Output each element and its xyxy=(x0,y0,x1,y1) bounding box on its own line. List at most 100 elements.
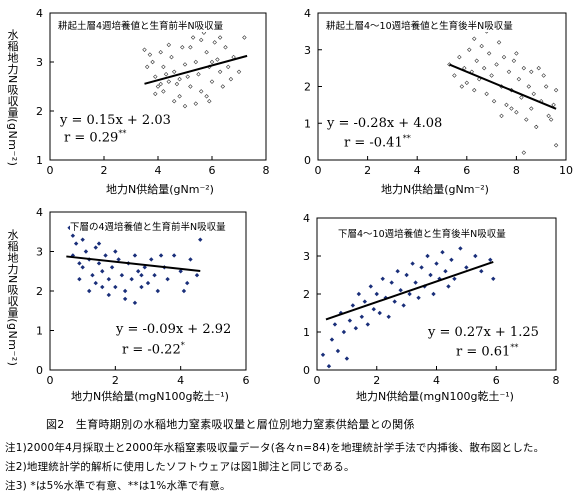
panel-2-data-point xyxy=(459,84,465,89)
panel-4-title: 下層4～10週培養値と生育後半N吸収量 xyxy=(338,226,506,240)
panel-4-x-tick-label: 2 xyxy=(373,374,380,387)
y-axis-label-top-wrap: 水稲地力N吸収量(gNm⁻²) xyxy=(4,28,20,168)
panel-3-x-tick-label: 6 xyxy=(243,374,250,387)
panel-2-data-point xyxy=(541,73,546,78)
panel-2-y-tick-label: 4 xyxy=(304,7,311,20)
panel-1-data-point xyxy=(198,89,204,94)
figure-caption: 図2 生育時期別の水稲地力窒素吸収量と層位別地力窒素供給量との関係 xyxy=(46,418,415,431)
panel-1-data-point xyxy=(188,84,193,89)
panel-4-data-point xyxy=(374,291,379,297)
panel-2-trend-line xyxy=(449,63,557,110)
panel-3-equation: y = -0.09x + 2.92 xyxy=(116,322,232,337)
panel-4-data-point xyxy=(329,337,335,342)
panel-4-data-point xyxy=(350,303,356,308)
panel-1-data-point xyxy=(158,81,163,87)
panel-2-data-point xyxy=(452,73,457,78)
panel-3-data-point xyxy=(185,280,190,286)
panel-1-data-point xyxy=(236,69,242,75)
panel-1-data-point xyxy=(180,45,185,50)
panel-2-y-tick-label: 0 xyxy=(304,154,311,167)
panel-2-data-point xyxy=(499,113,504,119)
panel-4-x-axis-label: 地力N供給量(mgN100g乾土⁻¹) xyxy=(356,390,514,403)
panel-1-data-point xyxy=(196,72,201,77)
panel-2-data-point xyxy=(447,62,452,67)
panel-3-data-point xyxy=(181,288,187,294)
panel-1-data-point xyxy=(177,94,182,99)
panel-3-data-point xyxy=(198,237,203,242)
panel-3-data-point xyxy=(132,300,138,306)
panel-4-data-point xyxy=(401,303,406,308)
panel-4-y-tick-label: 4 xyxy=(303,212,310,225)
panel-3-x-tick-label: 0 xyxy=(47,374,54,387)
panel-2-data-point xyxy=(521,65,527,71)
panel-2-data-point xyxy=(536,65,541,71)
panel-1-r-significance: ** xyxy=(118,129,127,138)
panel-2-data-point xyxy=(529,69,534,75)
panel-1-data-point xyxy=(182,62,188,67)
panel-1-data-point xyxy=(204,94,209,99)
panel-4-data-point xyxy=(416,295,421,301)
y-axis-label-bottom: 水稲地力N吸収量(gNm⁻²) xyxy=(6,229,19,367)
panel-3-data-point xyxy=(155,288,160,294)
panel-1-data-point xyxy=(153,91,158,97)
panel-2-data-point xyxy=(548,117,554,122)
panel-3-data-point xyxy=(96,261,102,266)
panel-4-y-tick-label: 3 xyxy=(303,250,310,263)
panel-2-data-point xyxy=(472,87,477,93)
panel-1-y-tick-label: 1 xyxy=(36,154,43,167)
panel-1-trend-line xyxy=(144,54,248,85)
panel-3-data-point xyxy=(178,269,183,274)
panel-4-data-point xyxy=(488,257,493,263)
panel-4-data-point xyxy=(326,364,332,369)
panel-1-y-tick-label: 3 xyxy=(36,56,43,69)
panel-4-data-point xyxy=(413,280,418,285)
panel-2-data-point xyxy=(464,80,470,86)
panel-4-data-point xyxy=(359,314,365,320)
panel-1-data-point xyxy=(158,49,163,55)
panel-2-equation: y = -0.28x + 4.08 xyxy=(327,116,443,131)
panel-1-data-point xyxy=(207,98,212,104)
panel-4-data-point xyxy=(356,291,362,297)
panel-3-data-point xyxy=(106,276,111,282)
panel-1-data-point xyxy=(153,74,158,79)
panel-4-x-tick-label: 8 xyxy=(553,374,560,387)
panel-1-data-point xyxy=(225,64,231,70)
panel-3-data-point xyxy=(116,257,121,262)
y-axis-label-top: 水稲地力N吸収量(gNm⁻²) xyxy=(6,29,19,167)
panel-3-r-significance: * xyxy=(180,341,185,350)
panel-1-data-point xyxy=(217,69,223,75)
panel-2-data-point xyxy=(521,150,527,155)
panel-2-data-point xyxy=(551,102,556,108)
panel-3-data-point xyxy=(129,276,134,282)
panel-3-r-value: r = -0.22* xyxy=(122,341,185,358)
panel-1-x-tick-label: 8 xyxy=(263,164,270,177)
panel-2-x-tick-label: 6 xyxy=(463,164,470,177)
panel-3-data-point xyxy=(158,253,164,258)
panel-1-data-point xyxy=(147,52,153,57)
panel-4-data-point xyxy=(440,250,445,255)
panel-1-data-point xyxy=(166,42,172,48)
panel-1-data-point xyxy=(212,40,217,45)
panel-4-data-point xyxy=(386,314,391,320)
panel-4-data-point xyxy=(365,322,370,327)
panel-1-data-point xyxy=(174,81,180,87)
panel-4-plot-frame xyxy=(316,217,557,371)
panel-1-y-tick-label: 4 xyxy=(36,7,43,20)
panel-3-data-point xyxy=(194,273,200,278)
panel-4-data-point xyxy=(452,276,457,282)
panel-4-y-tick-label: 0 xyxy=(303,364,310,377)
panel-1-data-point xyxy=(142,47,147,52)
panel-1-data-point xyxy=(209,59,215,65)
panel-2-data-point xyxy=(506,69,512,75)
panel-4-data-point xyxy=(473,253,478,259)
panel-3-data-point xyxy=(103,253,108,258)
panel-2-data-point xyxy=(494,62,499,67)
panel-2-y-tick-label: 2 xyxy=(304,81,311,94)
panel-1-equation: y = 0.15x + 2.03 xyxy=(60,113,171,128)
panel-4-data-point xyxy=(398,288,403,293)
panel-3-data-point xyxy=(73,241,79,246)
panel-1-r-value: r = 0.29** xyxy=(64,129,127,146)
panel-3-data-point xyxy=(113,249,118,254)
panel-2-r-significance: ** xyxy=(402,134,411,143)
